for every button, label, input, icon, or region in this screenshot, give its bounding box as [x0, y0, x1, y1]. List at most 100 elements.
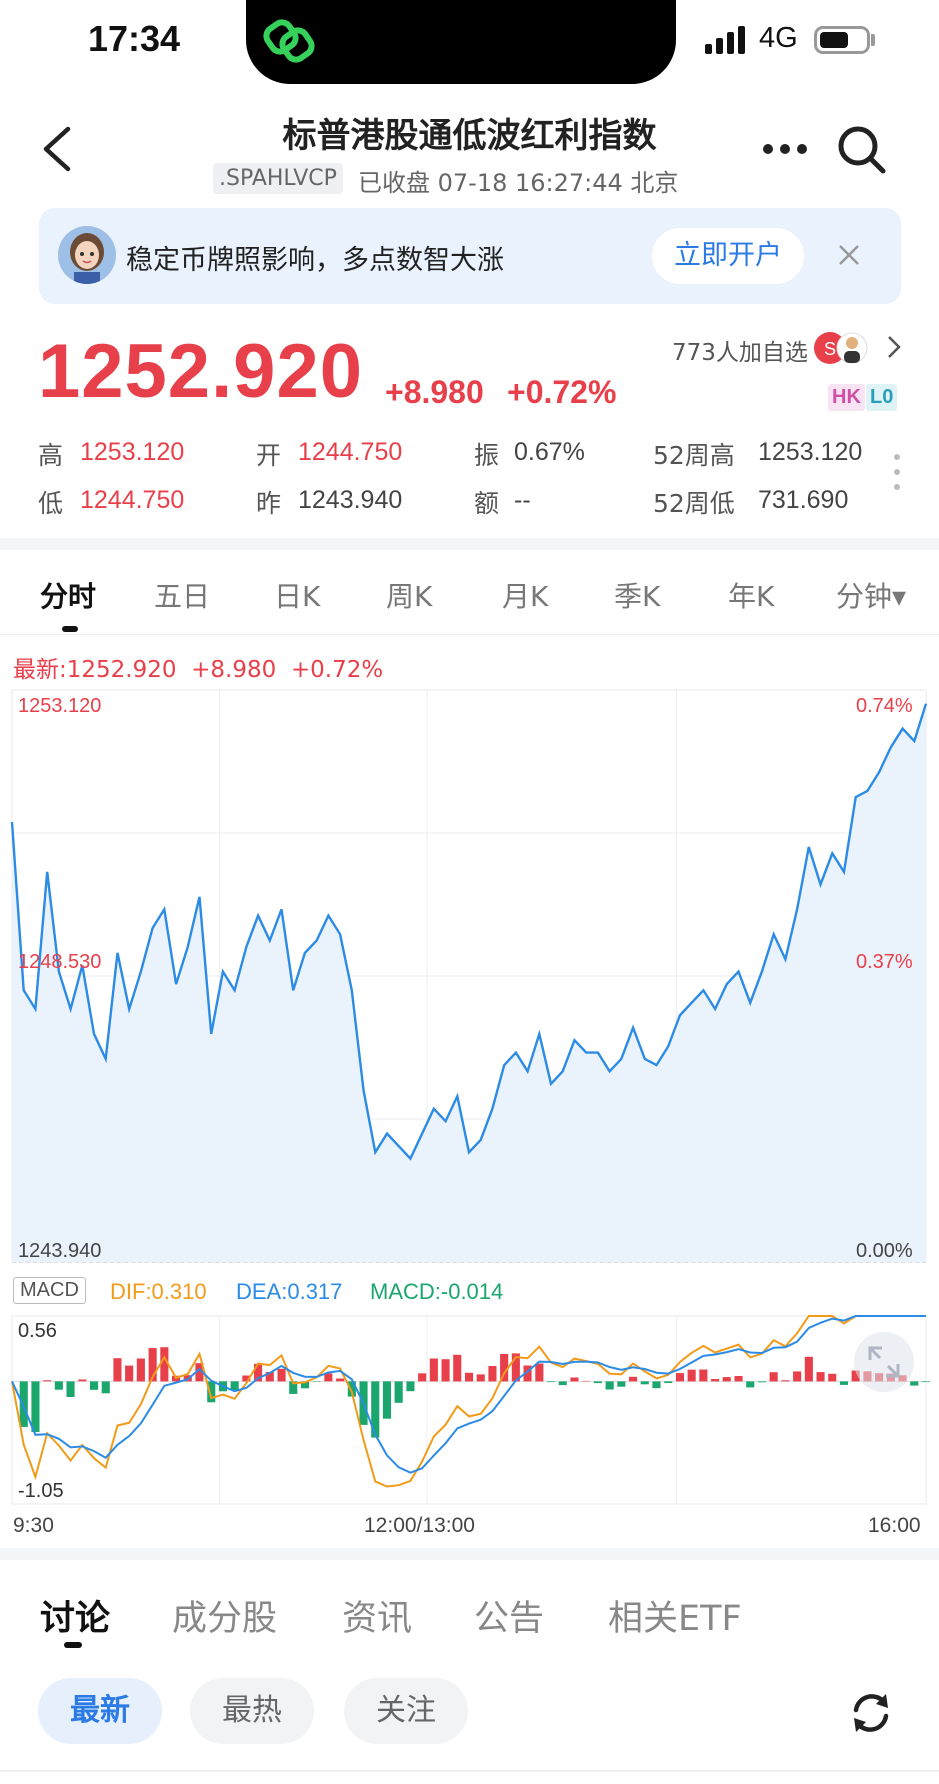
- filter-following[interactable]: 关注: [344, 1678, 468, 1744]
- tab-constituents[interactable]: 成分股: [172, 1599, 278, 1639]
- macd-bar: [300, 1381, 309, 1389]
- macd-frame: [11, 1315, 927, 1505]
- open-label: 开: [256, 441, 282, 470]
- open-account-button[interactable]: 立即开户: [652, 228, 804, 284]
- macd-bar: [347, 1381, 356, 1397]
- more-icon[interactable]: [762, 140, 808, 159]
- y-label-top: 1253.120: [18, 695, 102, 717]
- level-tag-l0: L0: [866, 384, 898, 411]
- macd-bar: [781, 1380, 790, 1382]
- macd-bar: [711, 1379, 720, 1382]
- tab-indicator: [62, 626, 78, 632]
- tab-five-day[interactable]: 五日: [154, 580, 211, 613]
- tab-yearly-k[interactable]: 年K: [728, 580, 775, 613]
- macd-dea: DEA:0.317: [236, 1279, 343, 1304]
- macd-bar: [371, 1381, 380, 1438]
- macd-bar: [277, 1368, 286, 1382]
- macd-bar: [43, 1380, 52, 1382]
- macd-bar: [570, 1377, 579, 1382]
- bottom-divider: [0, 1770, 939, 1772]
- macd-selector[interactable]: MACD: [13, 1277, 86, 1304]
- index-code: .SPAHLVCP: [213, 163, 343, 194]
- macd-bar: [839, 1381, 848, 1385]
- macd-bar: [816, 1372, 825, 1382]
- current-price: 1252.920: [38, 329, 363, 414]
- network-type: 4G: [759, 22, 798, 54]
- expand-stats-icon[interactable]: [892, 452, 902, 496]
- tab-announcements[interactable]: 公告: [474, 1599, 545, 1639]
- macd-bar: [101, 1381, 110, 1394]
- macd-bar: [66, 1381, 75, 1397]
- w52-low-value: 731.690: [758, 486, 849, 514]
- macd-bar: [230, 1381, 239, 1391]
- filter-hottest[interactable]: 最热: [190, 1678, 314, 1744]
- macd-bar: [207, 1381, 216, 1403]
- tab-news[interactable]: 资讯: [342, 1599, 413, 1639]
- macd-bar: [125, 1365, 134, 1382]
- macd-bar: [78, 1379, 87, 1382]
- page-title: 标普港股通低波红利指数: [282, 116, 657, 156]
- macd-bar: [136, 1358, 145, 1382]
- back-icon[interactable]: [40, 126, 74, 176]
- macd-bar: [793, 1371, 802, 1382]
- watchers-avatars-icon[interactable]: S: [814, 328, 872, 372]
- macd-bar: [640, 1381, 649, 1385]
- tab-discussion[interactable]: 讨论: [40, 1599, 111, 1639]
- macd-bar: [406, 1381, 415, 1392]
- w52-low-label: 52周低: [653, 489, 735, 518]
- macd-bar: [535, 1363, 544, 1382]
- macd-bar: [734, 1376, 743, 1382]
- macd-bar: [582, 1380, 591, 1382]
- filter-latest[interactable]: 最新: [38, 1678, 162, 1744]
- banner-text: 稳定币牌照影响，多点数智大涨: [126, 245, 504, 276]
- macd-bar: [629, 1376, 638, 1382]
- macd-bar: [617, 1381, 626, 1387]
- y-label-bottom: 1243.940: [18, 1240, 102, 1262]
- tab-weekly-k[interactable]: 周K: [386, 580, 433, 613]
- macd-bar: [675, 1373, 684, 1382]
- battery-icon: [814, 26, 870, 54]
- macd-bar: [382, 1381, 391, 1419]
- macd-chart[interactable]: [0, 1312, 939, 1508]
- macd-bar: [324, 1373, 333, 1382]
- chevron-right-icon[interactable]: [886, 334, 902, 364]
- low-label: 低: [38, 489, 64, 518]
- amount-value: --: [514, 486, 531, 514]
- fullscreen-icon[interactable]: [852, 1330, 916, 1398]
- macd-bar: [828, 1373, 837, 1382]
- macd-bar: [593, 1381, 602, 1384]
- open-value: 1244.750: [298, 438, 403, 466]
- close-icon[interactable]: [838, 244, 860, 270]
- macd-bar: [757, 1381, 766, 1383]
- macd-bar: [652, 1381, 661, 1389]
- tab-underline: [0, 634, 939, 635]
- macd-bar: [31, 1381, 40, 1432]
- macd-ymax: 0.56: [18, 1320, 57, 1342]
- search-icon[interactable]: [836, 124, 888, 180]
- macd-bar: [547, 1381, 556, 1383]
- svg-text:S: S: [824, 339, 836, 359]
- link-app-icon: [262, 16, 322, 70]
- refresh-icon[interactable]: [846, 1688, 896, 1742]
- macd-bar: [453, 1354, 462, 1382]
- macd-bar: [394, 1381, 403, 1403]
- macd-bar: [19, 1381, 28, 1427]
- macd-bar: [699, 1369, 708, 1382]
- tab-related-etf[interactable]: 相关ETF: [608, 1599, 742, 1639]
- status-time: 17:34: [88, 18, 181, 59]
- macd-bar: [922, 1381, 931, 1383]
- intraday-chart[interactable]: [0, 680, 939, 1510]
- macd-bar: [242, 1375, 251, 1382]
- watchers-count[interactable]: 773人加自选: [672, 340, 808, 366]
- high-label: 高: [38, 441, 64, 470]
- macd-bar: [605, 1381, 614, 1390]
- bottom-tab-indicator: [64, 1642, 82, 1648]
- macd-bar: [289, 1381, 298, 1394]
- tab-minute[interactable]: 分钟▾: [836, 580, 907, 613]
- tab-monthly-k[interactable]: 月K: [502, 580, 549, 613]
- tab-quarterly-k[interactable]: 季K: [614, 580, 661, 613]
- macd-bar: [90, 1381, 99, 1390]
- market-status: 已收盘 07-18 16:27:44 北京: [358, 169, 679, 197]
- tab-intraday[interactable]: 分时: [40, 580, 97, 613]
- tab-daily-k[interactable]: 日K: [274, 580, 321, 613]
